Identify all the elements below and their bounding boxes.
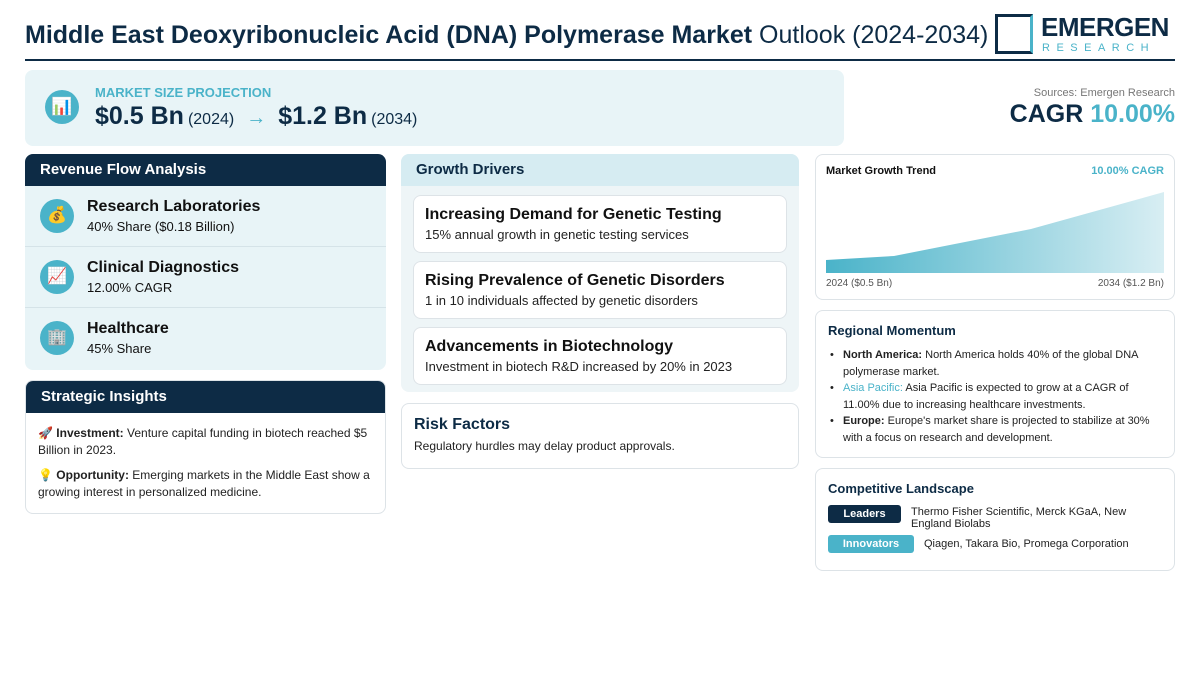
risk-title: Risk Factors — [414, 416, 511, 433]
driver-title: Increasing Demand for Genetic Testing — [425, 206, 722, 223]
logo-mark-icon — [995, 14, 1033, 54]
insight-label: Opportunity: — [56, 468, 129, 482]
chart-up-icon: 📈 — [40, 260, 74, 294]
title-period: Outlook (2024-2034) — [759, 21, 989, 49]
growth-area-chart — [826, 192, 1164, 273]
market-size-panel: 📊 MARKET SIZE PROJECTION $0.5 Bn (2024) → $… — [25, 70, 844, 146]
projection-label: MARKET SIZE PROJECTION — [95, 85, 272, 100]
revenue-item: 🏢 Healthcare 45% Share — [25, 308, 386, 369]
regional-momentum-card: Regional Momentum North America: North A… — [815, 310, 1175, 458]
leaders-list: Thermo Fisher Scientific, Merck KGaA, Ne… — [911, 506, 1127, 530]
region-label: Asia Pacific: — [843, 382, 903, 394]
logo-text: EMERGEN — [1041, 12, 1169, 42]
logo-subtext: RESEARCH — [1042, 42, 1156, 54]
revenue-item: 💰 Research Laboratories 40% Share ($0.18… — [25, 186, 386, 247]
money-bag-icon: 💰 — [40, 199, 74, 233]
rocket-icon: 🚀 — [38, 426, 53, 440]
innovators-row: Innovators Qiagen, Takara Bio, Promega C… — [828, 535, 1162, 553]
growth-drivers-title: Growth Drivers — [401, 154, 799, 186]
start-value: $0.5 Bn — [95, 102, 184, 130]
insight-text: Emerging markets in the Middle East show… — [38, 468, 370, 499]
revenue-item-sub: 45% Share — [87, 341, 152, 356]
header-divider — [25, 59, 1175, 61]
market-growth-trend-card: Market Growth Trend 10.00% CAGR 2024 ($0… — [815, 154, 1175, 300]
regional-title: Regional Momentum — [828, 323, 956, 338]
title-main: Middle East Deoxyribonucleic Acid (DNA) … — [25, 21, 753, 49]
region-item: Asia Pacific: Asia Pacific is expected t… — [830, 380, 1162, 413]
cagr-value: 10.00% — [1090, 100, 1175, 128]
driver-item: Advancements in Biotechnology Investment… — [413, 327, 787, 385]
end-value: $1.2 Bn — [278, 102, 368, 130]
trend-end-label: 2034 ($1.2 Bn) — [1097, 278, 1164, 289]
risk-factors-card: Risk Factors Regulatory hurdles may dela… — [401, 403, 799, 469]
growth-drivers-card: Growth Drivers Increasing Demand for Gen… — [401, 154, 799, 392]
end-year: (2034) — [371, 111, 418, 128]
cagr-headline: CAGR 10.00% — [1010, 101, 1175, 128]
region-text: North America holds 40% of the global DN… — [843, 349, 1138, 378]
region-label: North America: — [843, 349, 923, 361]
innovators-badge: Innovators — [828, 535, 914, 553]
trend-start-label: 2024 ($0.5 Bn) — [826, 278, 893, 289]
competitive-landscape-card: Competitive Landscape Leaders Thermo Fis… — [815, 468, 1175, 571]
revenue-item-title: Healthcare — [87, 320, 169, 337]
driver-sub: 1 in 10 individuals affected by genetic … — [425, 293, 698, 308]
strategic-insights-card: Strategic Insights 🚀 Investment: Venture… — [25, 380, 386, 514]
insight-text: Venture capital funding in biotech reach… — [38, 426, 368, 457]
building-icon: 🏢 — [40, 321, 74, 355]
insight-label: Investment: — [56, 426, 124, 440]
driver-title: Rising Prevalence of Genetic Disorders — [425, 272, 725, 289]
driver-sub: 15% annual growth in genetic testing ser… — [425, 227, 689, 242]
driver-title: Advancements in Biotechnology — [425, 338, 674, 355]
risk-text: Regulatory hurdles may delay product app… — [414, 439, 675, 453]
insight-item: 🚀 Investment: Venture capital funding in… — [38, 425, 373, 459]
competitive-title: Competitive Landscape — [828, 481, 974, 496]
driver-item: Increasing Demand for Genetic Testing 15… — [413, 195, 787, 253]
start-year: (2024) — [187, 111, 235, 128]
leaders-row: Leaders Thermo Fisher Scientific, Merck … — [828, 505, 1162, 530]
region-item: Europe: Europe's market share is project… — [830, 413, 1162, 446]
region-text: Europe's market share is projected to st… — [843, 415, 1150, 444]
trend-title: Market Growth Trend — [826, 165, 937, 177]
innovators-list: Qiagen, Takara Bio, Promega Corporation — [924, 538, 1129, 550]
emergen-logo: EMERGEN RESEARCH — [995, 14, 1175, 56]
insight-item: 💡 Opportunity: Emerging markets in the M… — [38, 467, 373, 501]
revenue-item-sub: 12.00% CAGR — [87, 280, 173, 295]
strategic-insights-title: Strategic Insights — [26, 381, 385, 413]
region-item: North America: North America holds 40% o… — [830, 347, 1162, 380]
driver-item: Rising Prevalence of Genetic Disorders 1… — [413, 261, 787, 319]
trend-cagr: 10.00% CAGR — [1091, 165, 1164, 177]
region-text: Asia Pacific is expected to grow at a CA… — [843, 382, 1129, 411]
bar-chart-icon: 📊 — [45, 90, 79, 124]
leaders-badge: Leaders — [828, 505, 901, 523]
revenue-flow-card: Revenue Flow Analysis 💰 Research Laborat… — [25, 154, 386, 370]
lightbulb-icon: 💡 — [38, 468, 53, 482]
revenue-item: 📈 Clinical Diagnostics 12.00% CAGR — [25, 247, 386, 308]
revenue-item-sub: 40% Share ($0.18 Billion) — [87, 219, 235, 234]
cagr-label: CAGR — [1009, 100, 1084, 128]
revenue-item-title: Research Laboratories — [87, 198, 261, 215]
arrow-right-icon: → — [246, 107, 267, 129]
region-label: Europe: — [843, 415, 885, 427]
revenue-flow-title: Revenue Flow Analysis — [25, 154, 386, 186]
page-title: Middle East Deoxyribonucleic Acid (DNA) … — [25, 20, 988, 50]
growth-area — [826, 192, 1164, 273]
revenue-item-title: Clinical Diagnostics — [87, 259, 240, 276]
sources-text: Sources: Emergen Research — [1033, 87, 1175, 99]
driver-sub: Investment in biotech R&D increased by 2… — [425, 359, 733, 374]
